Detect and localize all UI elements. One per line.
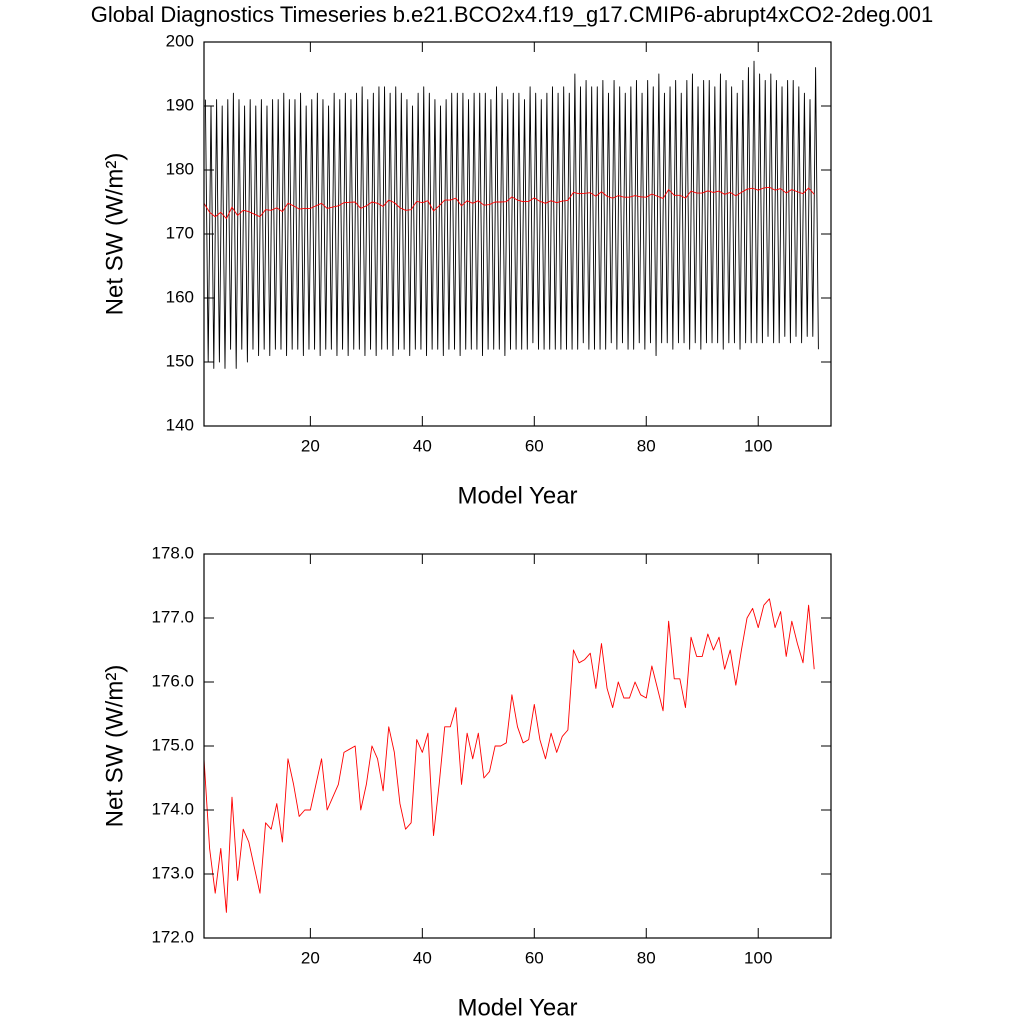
x-tick-label: 60 <box>525 948 544 967</box>
x-tick-label: 40 <box>413 948 432 967</box>
y-tick-label: 176.0 <box>151 671 194 690</box>
y-tick-label: 174.0 <box>151 799 194 818</box>
x-tick-label: 20 <box>301 436 320 455</box>
y-tick-label: 170 <box>166 223 194 242</box>
y-tick-label: 172.0 <box>151 927 194 946</box>
y-tick-label: 177.0 <box>151 607 194 626</box>
x-tick-label: 60 <box>525 436 544 455</box>
y-axis-label: Net SW (W/m²) <box>101 153 128 316</box>
chart-title: Global Diagnostics Timeseries b.e21.BCO2… <box>91 2 934 27</box>
x-tick-label: 20 <box>301 948 320 967</box>
y-tick-label: 140 <box>166 415 194 434</box>
x-axis-label: Model Year <box>457 482 577 509</box>
x-tick-label: 100 <box>744 436 772 455</box>
y-tick-label: 150 <box>166 351 194 370</box>
x-axis-label: Model Year <box>457 994 577 1021</box>
y-tick-label: 173.0 <box>151 863 194 882</box>
x-tick-label: 100 <box>744 948 772 967</box>
plot-frame <box>203 553 832 939</box>
data-line <box>203 598 815 913</box>
data-line <box>203 186 815 220</box>
y-tick-label: 178.0 <box>151 543 194 562</box>
y-tick-label: 180 <box>166 159 194 178</box>
y-tick-label: 200 <box>166 31 194 50</box>
x-tick-label: 80 <box>637 436 656 455</box>
y-axis-label: Net SW (W/m²) <box>101 665 128 828</box>
y-tick-label: 175.0 <box>151 735 194 754</box>
x-tick-label: 80 <box>637 948 656 967</box>
y-tick-label: 160 <box>166 287 194 306</box>
y-tick-label: 190 <box>166 95 194 114</box>
data-line <box>204 60 819 369</box>
x-tick-label: 40 <box>413 436 432 455</box>
